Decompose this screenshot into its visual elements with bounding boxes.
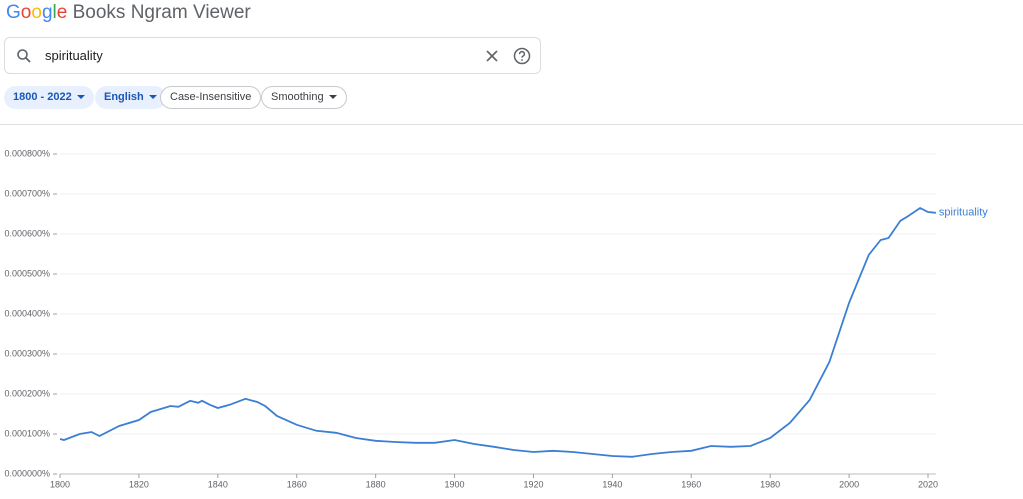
x-tick-label: 1900	[445, 479, 465, 489]
series-label: spirituality	[939, 207, 988, 219]
search-box[interactable]: spirituality	[4, 37, 541, 74]
y-tick-label: 0.000700%	[4, 188, 50, 198]
x-tick-label: 1880	[366, 479, 386, 489]
x-tick-label: 1980	[760, 479, 780, 489]
filter-label: 1800 - 2022	[13, 91, 72, 103]
x-tick-label: 1860	[287, 479, 307, 489]
smoothing-filter[interactable]: Smoothing	[261, 86, 347, 109]
y-tick-label: 0.000300%	[4, 348, 50, 358]
app-title: Books Ngram Viewer	[72, 2, 251, 23]
x-tick-label: 1960	[681, 479, 701, 489]
x-tick-label: 2000	[839, 479, 859, 489]
case-filter[interactable]: Case-Insensitive	[160, 86, 262, 109]
corpus-filter[interactable]: English	[95, 86, 166, 109]
y-tick-label: 0.000000%	[4, 468, 50, 478]
search-query[interactable]: spirituality	[45, 48, 103, 63]
x-tick-label: 1920	[523, 479, 543, 489]
y-tick-label: 0.000800%	[4, 148, 50, 158]
help-button[interactable]	[513, 47, 531, 65]
y-tick-label: 0.000100%	[4, 428, 50, 438]
filter-label: English	[104, 91, 144, 103]
x-tick-label: 2020	[918, 479, 938, 489]
search-icon	[17, 49, 31, 63]
y-tick-label: 0.000200%	[4, 388, 50, 398]
x-tick-label: 1820	[129, 479, 149, 489]
divider	[0, 124, 1023, 125]
data-line	[59, 206, 936, 458]
filter-label: Smoothing	[271, 91, 324, 103]
logo[interactable]: Google Books Ngram Viewer	[6, 2, 251, 24]
y-tick-label: 0.000600%	[4, 228, 50, 238]
y-tick-label: 0.000500%	[4, 268, 50, 278]
x-tick-label: 1940	[602, 479, 622, 489]
y-tick-label: 0.000400%	[4, 308, 50, 318]
year-range-filter[interactable]: 1800 - 2022	[4, 86, 94, 109]
filter-label: Case-Insensitive	[170, 91, 252, 103]
google-logo: Google	[6, 2, 68, 23]
clear-button[interactable]	[485, 49, 499, 63]
x-tick-label: 1800	[50, 479, 70, 489]
x-tick-label: 1840	[208, 479, 228, 489]
